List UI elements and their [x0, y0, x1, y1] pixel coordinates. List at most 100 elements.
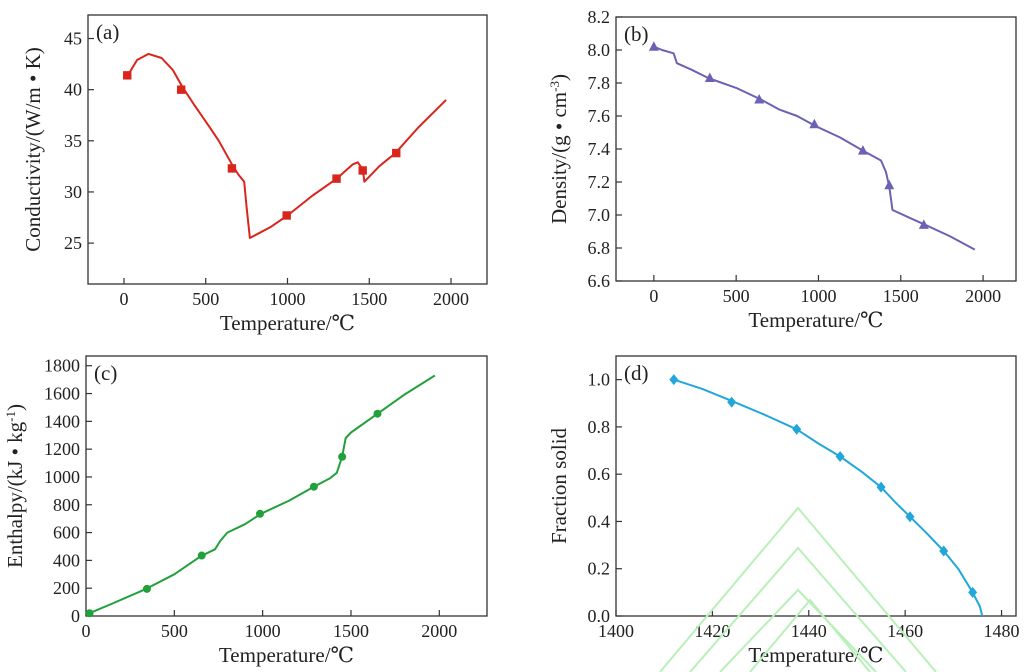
data-point-3 [809, 118, 820, 129]
y-tick-label: 45 [64, 29, 82, 49]
data-point-0 [85, 609, 94, 618]
y-tick-label: 7.6 [588, 106, 611, 126]
data-point-5 [358, 166, 367, 175]
y-tick-label: 200 [53, 578, 80, 598]
series-line [89, 374, 436, 615]
data-point-2 [754, 94, 765, 104]
x-tick-label: 0 [82, 621, 91, 641]
data-point-1 [704, 72, 715, 83]
panel-label: (c) [94, 361, 117, 385]
data-point-4 [876, 481, 886, 493]
y-tick-label: 25 [64, 233, 82, 253]
data-point-6 [392, 148, 401, 158]
x-tick-label: 1000 [245, 621, 281, 641]
data-point-4 [332, 174, 341, 183]
x-tick-label: 500 [723, 286, 750, 306]
panel-d: (d)1400 1420 1440 1460 14800.00.20.40.60.81.… [547, 355, 1020, 667]
plot-frame [615, 355, 1017, 617]
data-point-1 [727, 396, 737, 408]
y-tick-label: 0.0 [588, 606, 611, 626]
y-axis-label: Density/(g • cm-3) [547, 74, 572, 224]
y-tick-label: 7.4 [588, 139, 611, 159]
data-point-5 [905, 511, 915, 523]
y-tick-label: 400 [53, 550, 80, 570]
y-tick-label: 1400 [44, 411, 80, 431]
y-tick-label: 35 [64, 131, 82, 151]
y-tick-label: 0.6 [588, 464, 611, 484]
data-point-1 [177, 85, 186, 94]
x-tick-label: 500 [161, 621, 188, 641]
x-axis-label: Temperature/℃ [748, 308, 883, 332]
y-tick-label: 1600 [44, 384, 80, 404]
panel-c: (c) 0 500 1000 1500 2000 0 200 400 600 800 1000 1200… [3, 355, 488, 667]
y-tick-label: 600 [53, 523, 80, 543]
y-tick-label: 1000 [44, 467, 80, 487]
plot-frame [615, 16, 1017, 282]
panel-a: (a) 0 500 1000 1500 2000 25 30 35 40 45 Temperature… [21, 14, 488, 335]
plot-frame [85, 355, 488, 617]
y-tick-label: 7.8 [588, 73, 611, 93]
y-tick-label: 6.6 [588, 271, 611, 291]
data-point-3 [256, 509, 265, 518]
x-tick-label: 0 [649, 286, 658, 306]
x-tick-label: 1460 [887, 621, 923, 641]
y-tick-label: 7.2 [588, 172, 611, 192]
y-tick-label: 0.4 [588, 511, 611, 531]
data-point-6 [373, 409, 382, 418]
y-tick-label: 8.2 [588, 7, 611, 27]
y-tick-label: 6.8 [588, 238, 611, 258]
watermark [659, 506, 937, 672]
x-tick-label: 1480 [984, 621, 1020, 641]
data-point-6 [918, 219, 929, 229]
y-tick-label: 1200 [44, 439, 80, 459]
panel-b: (b) 0 500 1000 1500 2000 6.6 6.8 7.0 7.2 7.4 7.6 7.8… [547, 7, 1017, 332]
data-point-4 [857, 145, 868, 155]
y-tick-label: 30 [64, 182, 82, 202]
x-tick-label: 1400 [598, 621, 634, 641]
x-tick-label: 1500 [333, 621, 369, 641]
data-point-4 [309, 482, 318, 491]
data-point-5 [884, 179, 895, 190]
x-tick-label: 1500 [351, 289, 387, 309]
x-tick-label: 1000 [800, 286, 836, 306]
y-tick-label: 1800 [44, 356, 80, 376]
data-point-0 [648, 41, 659, 51]
x-tick-label: 2000 [433, 289, 469, 309]
panel-label: (a) [96, 20, 119, 44]
series-line [653, 45, 976, 251]
y-tick-label: 0.8 [588, 417, 611, 437]
y-axis-label: Conductivity/(W/m • K) [21, 47, 45, 252]
x-axis-label: Temperature/℃ [220, 311, 355, 335]
y-tick-label: 800 [53, 495, 80, 515]
series-line [126, 52, 447, 239]
x-tick-label: 500 [192, 289, 219, 309]
data-point-0 [669, 374, 679, 386]
y-axis-label: Enthalpy/(kJ • kg-1) [3, 404, 28, 568]
y-tick-label: 7.0 [588, 205, 611, 225]
data-point-5 [338, 452, 347, 461]
y-tick-label: 8.0 [588, 40, 611, 60]
x-tick-label: 2000 [421, 621, 457, 641]
data-point-3 [835, 450, 845, 462]
data-point-1 [142, 584, 151, 593]
y-tick-label: 40 [64, 80, 82, 100]
data-point-0 [123, 71, 132, 80]
y-tick-label: 0.2 [588, 559, 611, 579]
data-point-3 [282, 211, 291, 220]
data-point-6 [939, 545, 949, 557]
y-tick-label: 0 [71, 606, 80, 626]
y-tick-label: 1.0 [588, 370, 611, 390]
y-axis-label: Fraction solid [547, 427, 571, 544]
x-tick-label: 2000 [965, 286, 1001, 306]
data-point-2 [227, 164, 237, 173]
panel-label: (d) [624, 361, 649, 385]
x-tick-label: 1440 [791, 621, 827, 641]
data-point-2 [197, 551, 206, 560]
x-axis-label: Temperature/℃ [219, 643, 354, 667]
data-point-7 [968, 586, 978, 598]
x-tick-label: 0 [119, 289, 128, 309]
x-tick-label: 1500 [883, 286, 919, 306]
panel-label: (b) [624, 22, 649, 46]
data-point-2 [792, 423, 802, 435]
